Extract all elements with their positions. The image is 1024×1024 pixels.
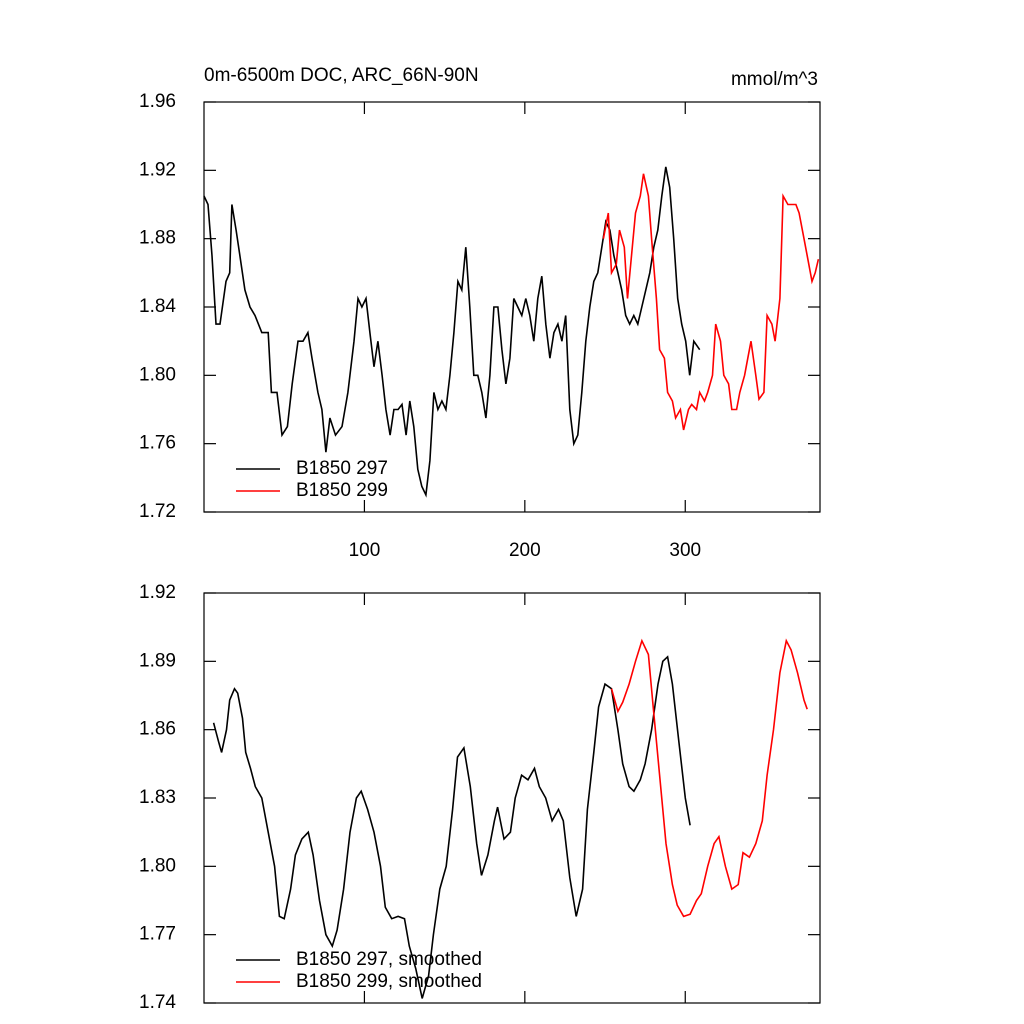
y-tick-label: 1.74 (139, 992, 176, 1013)
series-line (203, 166, 701, 498)
y-tick-label: 1.92 (139, 159, 176, 180)
y-tick-label: 1.89 (139, 650, 176, 671)
legend-label: B1850 299 (296, 480, 388, 501)
series-line (602, 173, 820, 431)
plot-frame (203, 592, 821, 1004)
x-tick-label: 100 (349, 540, 381, 561)
legend-label: B1850 297, smoothed (296, 949, 482, 970)
y-tick-label: 1.80 (139, 364, 176, 385)
y-tick-label: 1.96 (139, 91, 176, 112)
series-line (610, 638, 808, 918)
y-tick-label: 1.77 (139, 924, 176, 945)
y-tick-label: 1.80 (139, 855, 176, 876)
units-label: mmol/m^3 (731, 69, 818, 90)
series-line (212, 655, 691, 999)
chart-title: 0m-6500m DOC, ARC_66N-90N (204, 65, 479, 86)
y-tick-label: 1.84 (139, 296, 176, 317)
y-tick-label: 1.92 (139, 582, 176, 603)
legend-label: B1850 299, smoothed (296, 971, 482, 992)
plot-frame (203, 101, 821, 513)
legend-label: B1850 297 (296, 458, 388, 479)
x-tick-label: 200 (509, 540, 541, 561)
x-tick-label: 300 (669, 540, 701, 561)
y-tick-label: 1.83 (139, 787, 176, 808)
y-tick-label: 1.76 (139, 433, 176, 454)
y-tick-label: 1.86 (139, 719, 176, 740)
y-tick-label: 1.88 (139, 228, 176, 249)
y-tick-label: 1.72 (139, 501, 176, 522)
